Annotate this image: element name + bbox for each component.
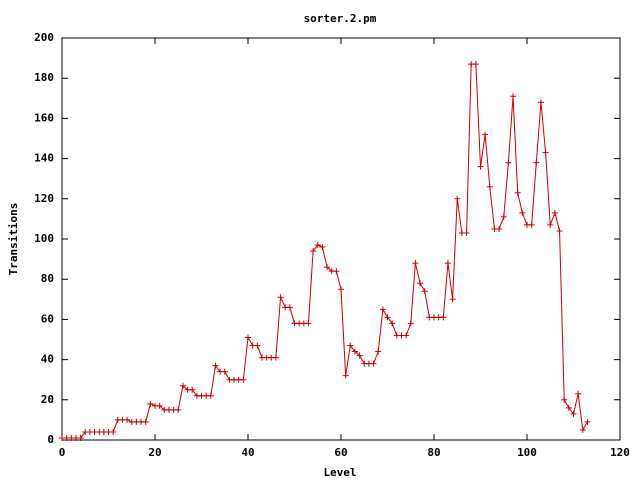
plot-border xyxy=(61,37,621,441)
y-tick-label: 100 xyxy=(34,232,54,245)
point xyxy=(207,392,214,399)
point xyxy=(542,149,549,156)
point xyxy=(556,227,563,234)
point xyxy=(124,416,131,423)
point xyxy=(472,61,479,68)
y-tick-label: 160 xyxy=(34,111,54,124)
point xyxy=(212,362,219,369)
point xyxy=(496,225,503,232)
point xyxy=(519,209,526,216)
point xyxy=(221,368,228,375)
point xyxy=(510,93,517,100)
point xyxy=(551,209,558,216)
point xyxy=(561,396,568,403)
point xyxy=(565,404,572,411)
point xyxy=(347,342,354,349)
point xyxy=(379,306,386,313)
x-tick-label: 60 xyxy=(334,446,347,459)
point xyxy=(254,342,261,349)
point xyxy=(528,221,535,228)
x-tick-label: 120 xyxy=(610,446,630,459)
point xyxy=(77,434,84,441)
point xyxy=(110,428,117,435)
point xyxy=(314,242,321,249)
point xyxy=(351,348,358,355)
point xyxy=(547,221,554,228)
point xyxy=(440,314,447,321)
y-tick-label: 120 xyxy=(34,192,54,205)
point xyxy=(454,195,461,202)
point xyxy=(338,286,344,293)
point xyxy=(156,402,163,409)
point xyxy=(584,418,591,425)
point xyxy=(305,320,312,327)
point xyxy=(575,390,582,397)
point xyxy=(384,314,391,321)
point xyxy=(175,406,182,413)
point xyxy=(486,183,493,190)
point xyxy=(240,376,247,383)
point xyxy=(533,159,540,166)
y-tick-label: 80 xyxy=(41,272,54,285)
point xyxy=(477,163,484,170)
point xyxy=(245,334,251,341)
point xyxy=(514,189,521,196)
point xyxy=(537,99,544,106)
y-tick-label: 40 xyxy=(41,353,54,366)
point xyxy=(179,382,186,389)
point xyxy=(407,320,414,327)
point xyxy=(147,400,154,407)
point xyxy=(403,332,410,339)
y-tick-label: 140 xyxy=(34,152,54,165)
point xyxy=(286,304,293,311)
point xyxy=(421,288,428,295)
point xyxy=(579,426,586,433)
x-tick-label: 40 xyxy=(241,446,254,459)
y-tick-label: 60 xyxy=(41,312,54,325)
y-tick-label: 200 xyxy=(34,31,54,44)
point xyxy=(505,159,512,166)
point xyxy=(482,131,489,138)
x-tick-label: 80 xyxy=(427,446,440,459)
point xyxy=(333,268,340,275)
point xyxy=(189,386,196,393)
point xyxy=(272,354,279,361)
x-tick-label: 100 xyxy=(517,446,537,459)
point xyxy=(324,264,331,271)
point xyxy=(277,294,284,301)
point xyxy=(142,418,149,425)
point xyxy=(444,260,451,267)
x-tick-label: 0 xyxy=(59,446,66,459)
point xyxy=(417,280,424,287)
point xyxy=(500,213,507,220)
point xyxy=(310,248,317,255)
point xyxy=(463,229,470,236)
point xyxy=(370,360,377,367)
point xyxy=(375,348,382,355)
point xyxy=(449,296,456,303)
x-tick-label: 20 xyxy=(148,446,161,459)
y-tick-label: 20 xyxy=(41,393,54,406)
y-tick-label: 0 xyxy=(47,433,54,446)
x-axis-label: Level xyxy=(323,466,356,479)
chart-title: sorter.2.pm xyxy=(304,12,377,25)
y-tick-label: 180 xyxy=(34,71,54,84)
data-line xyxy=(62,63,588,439)
point xyxy=(356,352,363,359)
point xyxy=(342,372,349,379)
point xyxy=(412,260,419,267)
point xyxy=(570,410,577,417)
y-axis-label: Transitions xyxy=(7,203,20,276)
point xyxy=(319,244,326,251)
point xyxy=(389,320,396,327)
